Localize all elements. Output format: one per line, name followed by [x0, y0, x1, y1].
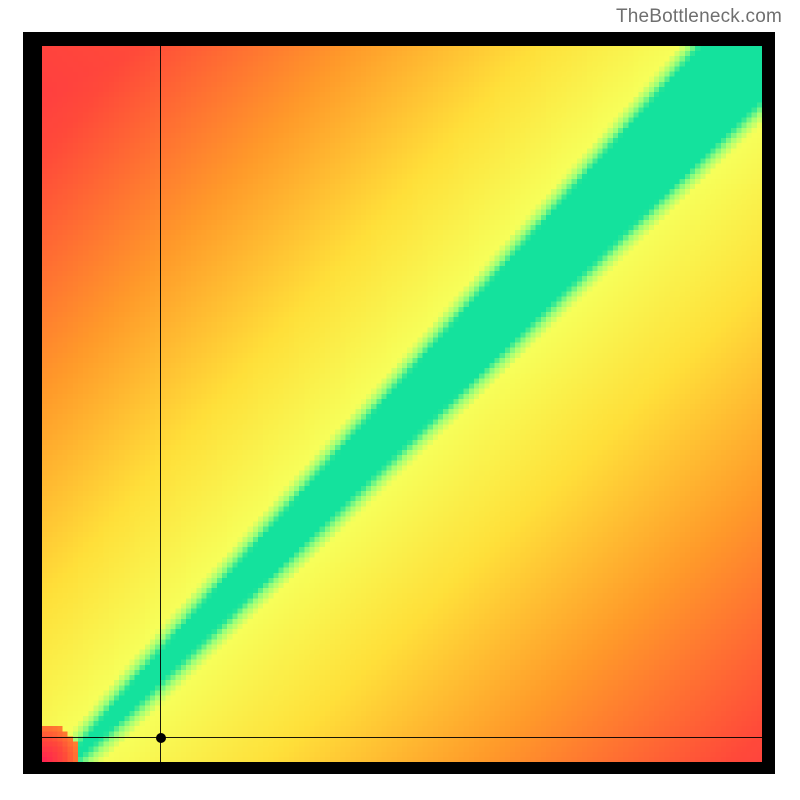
crosshair-vertical [160, 46, 161, 762]
crosshair-dot [156, 733, 166, 743]
chart-root: { "attribution": "TheBottleneck.com", "l… [0, 0, 800, 800]
heatmap-canvas [42, 46, 762, 762]
attribution-text: TheBottleneck.com [616, 6, 782, 28]
plot-area [42, 46, 762, 762]
crosshair-horizontal [42, 737, 762, 738]
